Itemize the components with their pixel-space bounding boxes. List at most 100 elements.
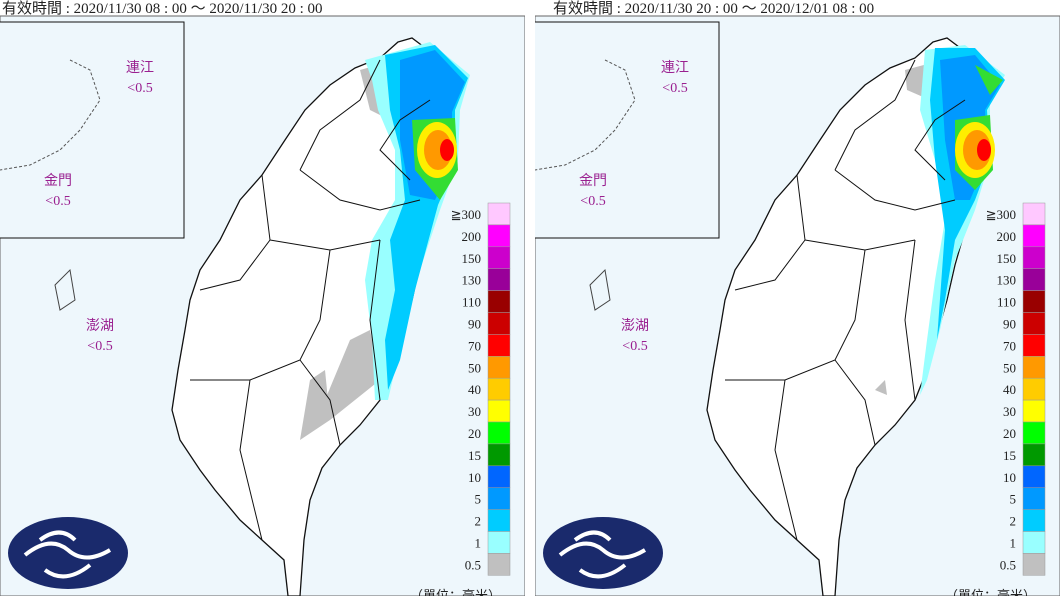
legend-label: 5 xyxy=(1010,492,1017,507)
inset-box xyxy=(0,21,185,239)
rain-area xyxy=(300,42,470,440)
legend-label: ≧300 xyxy=(451,207,481,222)
legend-label: 70 xyxy=(1003,338,1016,353)
county-border xyxy=(199,174,271,291)
island-value: <0.5 xyxy=(622,339,647,354)
map: 有效時間 : 2020/11/30 08 : 00 ～ 2020/11/30 2… xyxy=(0,0,525,596)
legend-label: 1 xyxy=(1010,535,1017,550)
legend-swatch xyxy=(487,356,511,379)
legend-label: 90 xyxy=(468,316,481,331)
penghu-shape xyxy=(589,268,611,311)
legend-label: 90 xyxy=(1003,316,1016,331)
legend-swatch xyxy=(487,224,511,248)
legend-label: 10 xyxy=(1003,470,1016,485)
legend-swatch xyxy=(1022,246,1046,269)
legend-swatch xyxy=(1022,377,1046,401)
legend-unit: （單位：毫米） xyxy=(945,588,1036,596)
island-name: 金門 xyxy=(579,173,607,189)
legend-swatch xyxy=(487,465,511,488)
legend-swatch xyxy=(1022,509,1046,532)
legend-swatch xyxy=(1022,290,1046,313)
rain-area xyxy=(875,45,1005,395)
island-name: 金門 xyxy=(44,173,72,189)
legend-label: 70 xyxy=(468,338,481,353)
logo xyxy=(543,517,663,589)
legend-swatch xyxy=(1022,487,1046,510)
logo-swirl xyxy=(23,530,112,579)
county-border xyxy=(774,379,798,541)
legend-label: 150 xyxy=(462,251,482,266)
legend-swatch xyxy=(487,268,511,291)
legend-swatch xyxy=(487,421,511,445)
legend-label: 1 xyxy=(475,535,482,550)
county-border xyxy=(834,359,876,446)
legend-label: 110 xyxy=(997,295,1016,310)
county-border xyxy=(299,169,421,211)
legend-label: 15 xyxy=(1003,448,1016,463)
county-border xyxy=(379,99,431,181)
legend-label: 20 xyxy=(1003,426,1016,441)
valid-time: 有效時間 : 2020/11/30 20 : 00 ～ 2020/12/01 0… xyxy=(553,0,874,17)
inset-box xyxy=(535,21,720,239)
legend-label: 130 xyxy=(997,273,1017,288)
china-coast xyxy=(0,59,101,171)
legend-unit: （單位：毫米） xyxy=(410,588,501,596)
county-border xyxy=(904,239,916,401)
map-panel: 有效時間 : 2020/11/30 08 : 00 ～ 2020/11/30 2… xyxy=(0,0,525,596)
legend-label: 15 xyxy=(468,448,481,463)
legend-swatch xyxy=(1022,268,1046,291)
legend-label: 0.5 xyxy=(1000,557,1016,572)
rain-gray xyxy=(300,60,395,440)
island-value: <0.5 xyxy=(45,194,70,209)
legend-swatch xyxy=(487,509,511,532)
legend-swatch xyxy=(487,377,511,401)
island-name: 連江 xyxy=(661,60,689,76)
legend-swatch xyxy=(1022,334,1046,357)
legend-label: ≧300 xyxy=(986,207,1016,222)
legend-swatch xyxy=(487,443,511,467)
island-name: 連江 xyxy=(126,60,154,76)
legend-swatch xyxy=(487,399,511,423)
logo xyxy=(8,517,128,589)
island-value: <0.5 xyxy=(662,81,687,96)
legend-swatch xyxy=(1022,421,1046,445)
legend-label: 200 xyxy=(997,229,1017,244)
county-border xyxy=(834,59,916,171)
legend-swatch xyxy=(1022,399,1046,423)
county-border xyxy=(369,239,381,401)
rain-red xyxy=(440,139,454,161)
island-name: 澎湖 xyxy=(621,318,649,334)
county-border xyxy=(239,379,263,541)
island-value: <0.5 xyxy=(580,194,605,209)
legend-label: 10 xyxy=(468,470,481,485)
legend-swatch xyxy=(487,202,511,226)
island-value: <0.5 xyxy=(127,81,152,96)
penghu-shape xyxy=(54,268,76,311)
china-coast xyxy=(535,59,636,171)
legend-swatch xyxy=(487,531,511,554)
legend-swatch xyxy=(487,246,511,269)
legend-label: 200 xyxy=(462,229,482,244)
map-panel: 有效時間 : 2020/11/30 20 : 00 ～ 2020/12/01 0… xyxy=(535,0,1060,596)
legend-label: 50 xyxy=(468,360,481,375)
legend-label: 20 xyxy=(468,426,481,441)
island-name: 澎湖 xyxy=(86,318,114,334)
legend-swatch xyxy=(1022,356,1046,379)
county-border xyxy=(834,169,956,211)
island-value: <0.5 xyxy=(87,339,112,354)
logo-swirl xyxy=(558,530,647,579)
legend-label: 40 xyxy=(1003,382,1016,397)
legend-swatch xyxy=(487,312,511,335)
rain-red xyxy=(977,139,991,161)
legend-label: 5 xyxy=(475,492,482,507)
legend-swatch xyxy=(1022,531,1046,554)
legend-label: 110 xyxy=(462,295,481,310)
legend-swatch xyxy=(1022,224,1046,248)
legend-label: 130 xyxy=(462,273,482,288)
legend-swatch xyxy=(1022,465,1046,488)
legend-label: 2 xyxy=(1010,514,1017,529)
legend-swatch xyxy=(1022,202,1046,226)
legend-label: 0.5 xyxy=(465,557,481,572)
legend-label: 50 xyxy=(1003,360,1016,375)
